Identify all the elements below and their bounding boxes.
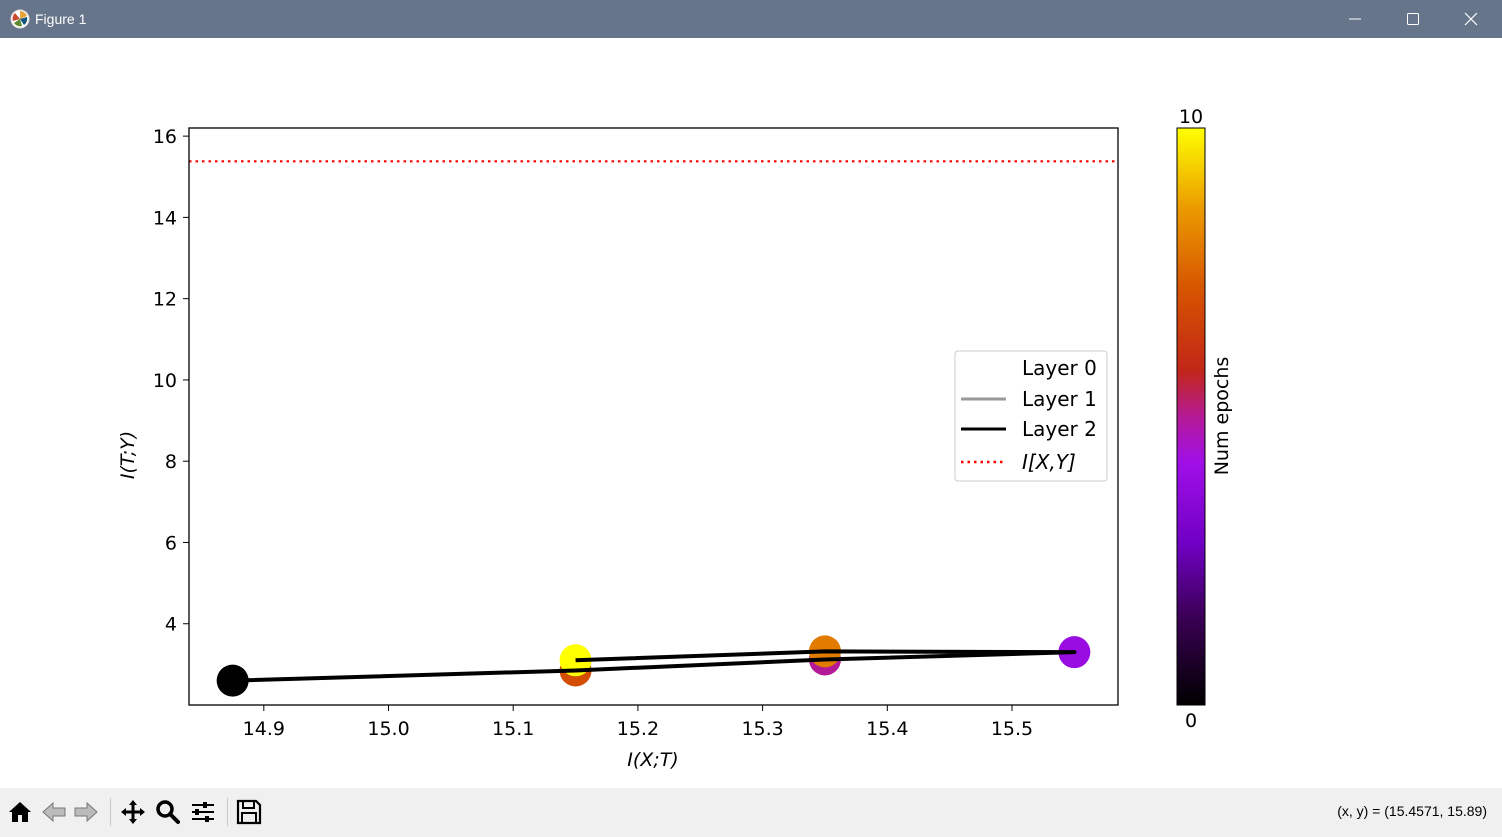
magnifier-icon <box>156 800 180 824</box>
x-tick-label: 15.2 <box>617 718 659 740</box>
floppy-disk-icon <box>236 799 262 825</box>
zoom-button[interactable] <box>152 796 184 828</box>
navigation-toolbar: (x, y) = (15.4571, 15.89) <box>0 788 1502 837</box>
toolbar-separator <box>110 798 111 826</box>
x-tick-label: 15.5 <box>991 718 1033 740</box>
forward-arrow-icon <box>74 801 98 823</box>
x-axis-label: I(X;T) <box>627 749 678 771</box>
legend-label-layer-1: Layer 1 <box>1022 387 1097 411</box>
move-icon <box>121 800 145 824</box>
y-tick-label: 6 <box>165 532 177 554</box>
legend-label-layer-0: Layer 0 <box>1022 356 1097 380</box>
y-tick-label: 14 <box>153 207 177 229</box>
maximize-icon <box>1407 13 1419 25</box>
colorbar-title: Num epochs <box>1211 357 1233 476</box>
y-tick-label: 4 <box>165 614 177 636</box>
save-button[interactable] <box>233 796 265 828</box>
toolbar-separator <box>227 798 228 826</box>
home-icon <box>9 802 31 822</box>
back-button[interactable] <box>38 796 70 828</box>
title-bar: Figure 1 <box>0 0 1502 38</box>
maximize-button[interactable] <box>1384 0 1442 38</box>
sliders-icon <box>192 802 214 822</box>
pan-button[interactable] <box>117 796 149 828</box>
matplotlib-icon <box>10 9 30 29</box>
minimize-icon <box>1349 18 1361 20</box>
y-axis-label: I(T;Y) <box>117 431 139 479</box>
back-arrow-icon <box>42 801 66 823</box>
configure-subplots-button[interactable] <box>187 796 219 828</box>
legend-label-ixy: I[X,Y] <box>1022 450 1076 474</box>
colorbar-max-label: 10 <box>1179 106 1203 128</box>
close-button[interactable] <box>1442 0 1500 38</box>
x-tick-label: 15.0 <box>367 718 409 740</box>
figure-canvas[interactable]: 14.9 15.0 15.1 15.2 15.3 15.4 15.5 4 6 8 10 12 14 16 … <box>0 38 1502 788</box>
x-tick-label: 15.1 <box>492 718 534 740</box>
home-button[interactable] <box>4 796 36 828</box>
cursor-coordinates: (x, y) = (15.4571, 15.89) <box>1337 803 1487 819</box>
series-line-layer-2 <box>232 649 1077 683</box>
forward-button[interactable] <box>70 796 102 828</box>
y-tick-label: 10 <box>153 370 177 392</box>
y-tick-label: 16 <box>153 126 177 148</box>
chart: 14.9 15.0 15.1 15.2 15.3 15.4 15.546810121416 … <box>117 106 1233 771</box>
x-tick-label: 14.9 <box>243 718 285 740</box>
x-tick-label: 15.3 <box>741 718 783 740</box>
close-icon <box>1464 12 1478 26</box>
legend-box <box>954 350 1108 482</box>
legend-label-layer-2: Layer 2 <box>1022 417 1097 441</box>
colorbar-min-label: 0 <box>1185 710 1197 732</box>
x-tick-label: 15.4 <box>866 718 908 740</box>
minimize-button[interactable] <box>1326 0 1384 38</box>
y-tick-label: 8 <box>165 451 177 473</box>
axes-frame <box>188 127 1119 706</box>
window-title: Figure 1 <box>35 11 87 27</box>
y-tick-label: 12 <box>153 289 177 311</box>
colorbar <box>1176 127 1206 706</box>
